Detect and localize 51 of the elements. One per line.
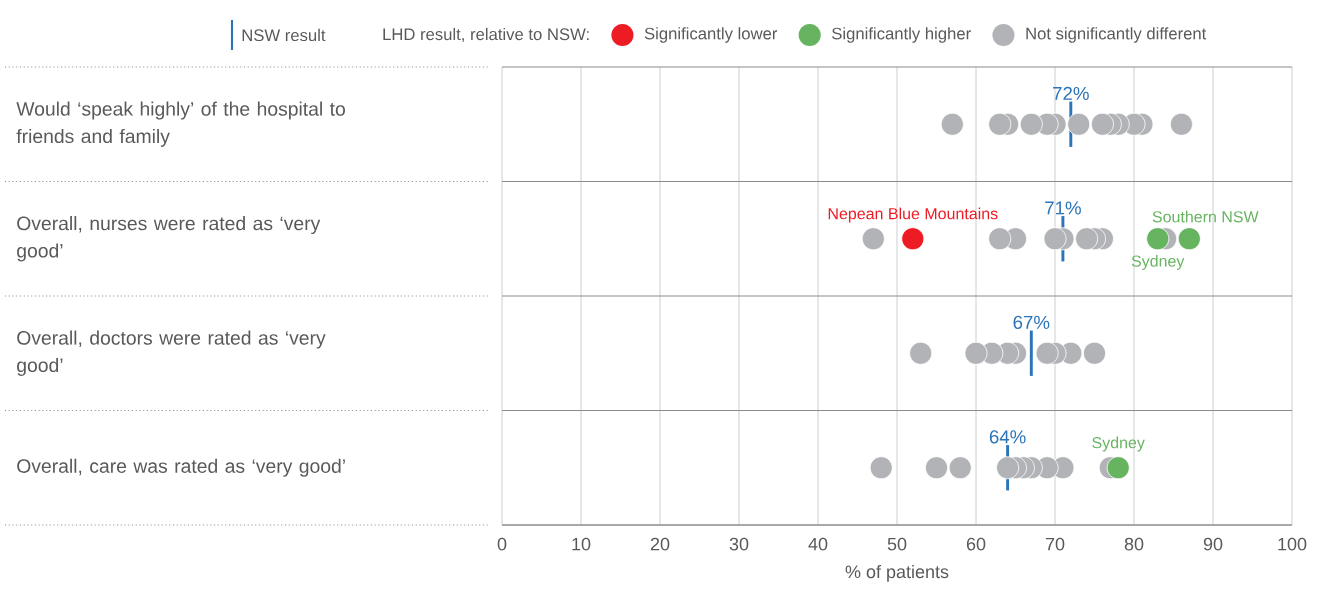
point xyxy=(869,456,893,480)
x-tick-label: 50 xyxy=(887,537,907,551)
point xyxy=(988,227,1012,251)
x-tick-label: 70 xyxy=(1045,537,1065,551)
point xyxy=(1177,227,1201,251)
legend-label: Significantly higher xyxy=(832,27,971,43)
x-tick-label: 100 xyxy=(1278,537,1307,551)
y-tick-label: Would ‘speak highly’ of the hospital to friends and family xyxy=(16,101,345,147)
point xyxy=(1169,112,1193,136)
point xyxy=(1067,112,1091,136)
point xyxy=(948,456,972,480)
annotation: Sydney xyxy=(1131,255,1185,270)
point xyxy=(925,456,948,480)
legend-label: Not significantly different xyxy=(1026,27,1207,43)
annotation: Southern NSW xyxy=(1152,210,1259,223)
text: NSW result xyxy=(242,28,326,42)
x-tick-label: 0 xyxy=(497,537,507,551)
point xyxy=(1043,227,1067,251)
x-tick-label: 40 xyxy=(808,537,828,551)
legend-title: LHD result, relative to NSW: xyxy=(383,27,589,43)
point xyxy=(1146,227,1170,251)
annotation: Sydney xyxy=(1092,436,1145,452)
x-tick-label: 10 xyxy=(572,537,591,551)
ref-line-label: 72% xyxy=(1053,86,1089,100)
point xyxy=(964,341,988,365)
point xyxy=(996,456,1020,480)
y-tick-label: Overall, care was rated as ‘very good’ xyxy=(17,458,345,477)
annotation: Nepean Blue Mountains xyxy=(828,207,998,223)
point xyxy=(1083,341,1106,365)
y-tick-label: Overall, doctors were rated as ‘very good’ xyxy=(17,330,326,376)
point xyxy=(940,112,964,136)
point xyxy=(1090,112,1114,136)
ref-line-label: 71% xyxy=(1045,201,1081,215)
ref-line-label: 67% xyxy=(1013,315,1050,329)
point xyxy=(901,227,925,251)
x-axis-title: % of patients xyxy=(845,564,949,582)
x-tick-label: 60 xyxy=(966,537,986,551)
point xyxy=(909,341,933,365)
x-tick-label: 80 xyxy=(1124,537,1144,551)
x-tick-label: 30 xyxy=(729,537,749,551)
y-tick-label: Overall, nurses were rated as ‘very good’ xyxy=(17,216,321,262)
x-tick-label: 20 xyxy=(650,537,670,551)
point xyxy=(861,227,885,251)
point xyxy=(1035,341,1059,365)
point xyxy=(1075,227,1099,251)
ref-line-label: 64% xyxy=(989,430,1026,444)
legend-label: Significantly lower xyxy=(644,27,778,43)
point xyxy=(1106,456,1130,480)
x-tick-label: 90 xyxy=(1203,537,1223,551)
point xyxy=(988,112,1012,136)
point xyxy=(1019,112,1043,136)
